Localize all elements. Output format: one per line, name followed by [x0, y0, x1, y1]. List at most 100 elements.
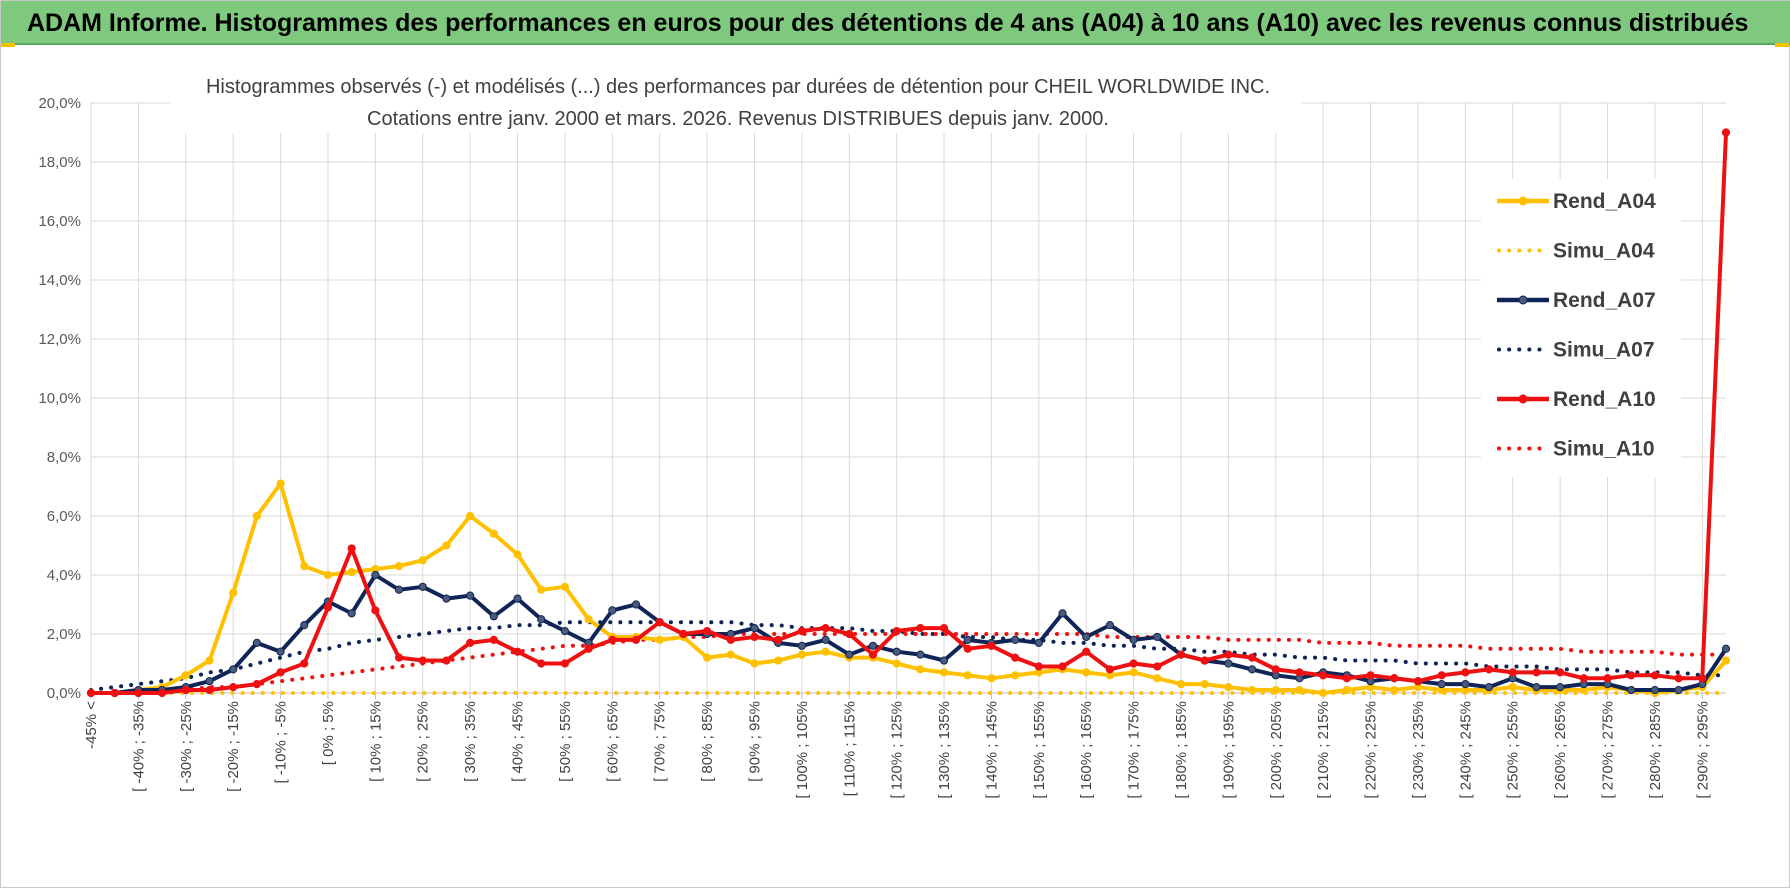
y-tick-label: 18,0% [38, 154, 81, 171]
data-point-rend-a04 [1390, 685, 1399, 695]
data-point-rend-a10 [300, 659, 309, 668]
data-point-rend-a10 [86, 688, 96, 698]
data-point-rend-a04 [276, 479, 285, 488]
corner-accent-right [1775, 43, 1789, 47]
data-point-rend-a10 [750, 632, 759, 642]
data-point-rend-a10 [1437, 671, 1446, 680]
x-tick-label: [ 150% ; 155% [1031, 701, 1048, 799]
data-point-rend-a10 [1650, 671, 1660, 680]
data-point-rend-a07 [892, 647, 901, 656]
data-point-rend-a07 [371, 570, 380, 580]
data-point-rend-a04 [181, 671, 190, 680]
data-point-rend-a10 [489, 635, 498, 645]
data-point-rend-a10 [418, 656, 427, 665]
data-point-rend-a07 [939, 656, 949, 665]
x-tick-label: [ 100% ; 105% [794, 701, 811, 799]
x-tick-label: [ -20% ; -15% [225, 701, 242, 792]
data-point-rend-a10 [560, 659, 570, 668]
x-tick-label: [ 10% ; 15% [367, 701, 384, 782]
data-point-rend-a07 [916, 650, 925, 659]
data-point-rend-a10 [1461, 668, 1470, 677]
data-point-rend-a10 [394, 653, 404, 662]
data-point-rend-a10 [466, 638, 475, 647]
data-point-rend-a10 [1579, 674, 1588, 683]
data-point-rend-a07 [1034, 638, 1043, 647]
data-point-rend-a10 [110, 688, 119, 698]
data-point-rend-a07 [1153, 632, 1162, 642]
data-point-rend-a07 [1484, 683, 1494, 692]
y-tick-label: 16,0% [38, 213, 81, 230]
data-point-rend-a10 [631, 635, 641, 645]
x-tick-label: [ 210% ; 215% [1315, 701, 1332, 799]
y-tick-label: 14,0% [38, 272, 81, 289]
data-point-rend-a10 [134, 688, 143, 698]
x-tick-label: [ 250% ; 255% [1505, 701, 1522, 799]
data-point-rend-a07 [276, 647, 285, 656]
data-point-rend-a04 [1721, 656, 1731, 665]
data-point-rend-a07 [560, 626, 570, 636]
x-tick-label: -45% < [83, 701, 100, 749]
data-point-rend-a10 [1271, 665, 1280, 674]
data-point-rend-a10 [323, 603, 333, 612]
data-point-rend-a07 [845, 650, 854, 659]
data-point-rend-a10 [229, 683, 238, 692]
data-point-rend-a07 [1721, 644, 1731, 653]
data-point-rend-a10 [1200, 656, 1209, 665]
data-point-rend-a10 [1105, 665, 1115, 674]
data-point-rend-a04 [205, 656, 214, 665]
y-tick-label: 6,0% [47, 508, 81, 525]
data-point-rend-a07 [300, 621, 309, 630]
corner-accent-left [1, 43, 15, 47]
data-point-rend-a10 [1247, 653, 1257, 662]
data-point-rend-a07 [252, 638, 261, 647]
x-tick-label: [ 290% ; 295% [1694, 701, 1711, 799]
data-point-rend-a10 [181, 685, 190, 695]
data-point-rend-a10 [1698, 674, 1707, 683]
x-tick-label: [ 70% ; 75% [652, 701, 669, 782]
chart-subtitle: Cotations entre janv. 2000 et mars. 2026… [367, 108, 1109, 130]
data-point-rend-a10 [608, 635, 617, 645]
data-point-rend-a10 [1603, 674, 1612, 683]
data-point-rend-a10 [205, 685, 214, 695]
x-tick-label: [ 130% ; 135% [936, 701, 953, 799]
legend-marker-rend-a07 [1518, 295, 1528, 305]
y-tick-label: 12,0% [38, 331, 81, 348]
data-point-rend-a10 [868, 650, 878, 659]
data-point-rend-a07 [1650, 685, 1660, 695]
data-point-rend-a07 [1556, 683, 1565, 692]
data-point-rend-a07 [1247, 665, 1257, 674]
data-point-rend-a07 [797, 641, 806, 650]
series-line-rend-a10 [91, 132, 1728, 695]
x-tick-label: [ 180% ; 185% [1173, 701, 1190, 799]
data-point-rend-a07 [1437, 680, 1446, 689]
data-point-rend-a10 [726, 635, 735, 645]
data-point-rend-a04 [939, 668, 949, 677]
y-tick-label: 10,0% [38, 390, 81, 407]
x-tick-label: [ 40% ; 45% [510, 701, 527, 782]
report-title: ADAM Informe. Histogrammes des performan… [27, 9, 1749, 37]
data-point-rend-a04 [252, 511, 261, 521]
y-tick-label: 20,0% [38, 95, 81, 112]
data-point-rend-a10 [1129, 659, 1138, 668]
series-layer [86, 128, 1731, 698]
series-line-simu-a10 [89, 632, 1728, 695]
data-point-rend-a04 [442, 541, 451, 550]
data-point-rend-a10 [1034, 662, 1043, 671]
x-tick-label: [ -10% ; -5% [273, 701, 290, 784]
data-point-rend-a04 [750, 659, 759, 668]
data-point-rend-a10 [916, 624, 925, 633]
data-point-rend-a04 [1153, 674, 1162, 683]
data-point-rend-a04 [655, 635, 664, 645]
x-tick-label: [ 140% ; 145% [983, 701, 1000, 799]
x-tick-label: [ 90% ; 95% [746, 701, 763, 782]
x-tick-label: [ 50% ; 55% [557, 701, 574, 782]
data-point-rend-a07 [1082, 632, 1091, 642]
data-point-rend-a10 [1721, 128, 1731, 137]
data-point-rend-a10 [442, 656, 451, 665]
data-point-rend-a04 [987, 674, 996, 683]
legend-marker-rend-a04 [1518, 196, 1528, 206]
data-point-rend-a04 [916, 665, 925, 674]
y-tick-label: 4,0% [47, 567, 81, 584]
data-point-rend-a04 [1129, 668, 1138, 677]
